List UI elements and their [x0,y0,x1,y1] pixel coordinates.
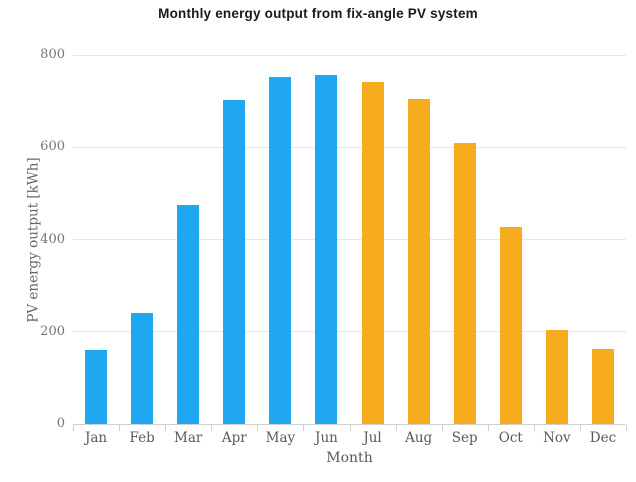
x-tick-mark [349,425,351,431]
bar-mar [177,204,200,424]
x-tick-label-mar: Mar [174,430,203,446]
x-tick-label-may: May [265,430,296,446]
y-tick-label-800: 800 [40,47,65,62]
x-tick-label-apr: Apr [221,430,247,446]
bar-jun [315,74,338,424]
bar-oct [499,227,522,424]
y-tick-label-200: 200 [40,323,65,339]
gridline-800 [73,54,626,56]
gridline-200 [73,331,626,333]
x-tick-label-sep: Sep [451,430,478,446]
bar-dec [591,349,614,424]
x-tick-mark [579,425,581,431]
x-tick-label-nov: Nov [543,430,571,446]
bar-feb [131,313,154,424]
x-tick-mark [303,425,305,431]
y-tick-label-0: 0 [56,416,65,431]
bar-nov [545,329,568,424]
x-tick-label-dec: Dec [589,430,617,446]
x-tick-mark [73,425,74,431]
x-tick-mark [395,425,397,431]
x-tick-mark [165,425,167,431]
x-tick-mark [119,425,121,431]
bar-apr [223,99,246,424]
bar-may [269,77,292,424]
y-tick-label-400: 400 [40,231,65,247]
bar-aug [407,98,430,424]
x-axis-title: Month [326,450,373,466]
gridline-600 [73,146,626,148]
chart-title: Monthly energy output from fix-angle PV … [158,6,478,21]
y-tick-label-600: 600 [40,139,65,155]
x-tick-mark [441,425,443,431]
x-tick-label-jun: Jun [315,430,338,446]
bar-sep [453,142,476,424]
x-tick-mark [626,425,627,431]
plot-area [73,54,626,425]
x-tick-label-oct: Oct [498,430,523,446]
x-tick-label-jan: Jan [84,430,108,446]
x-tick-mark [487,425,489,431]
x-tick-label-jul: Jul [363,430,382,446]
bar-jan [85,350,108,424]
bar-jul [361,81,384,424]
x-tick-label-aug: Aug [405,430,433,446]
x-tick-mark [257,425,259,431]
x-tick-label-feb: Feb [129,430,155,446]
x-tick-mark [211,425,213,431]
x-tick-mark [533,425,535,431]
gridline-400 [73,239,626,240]
